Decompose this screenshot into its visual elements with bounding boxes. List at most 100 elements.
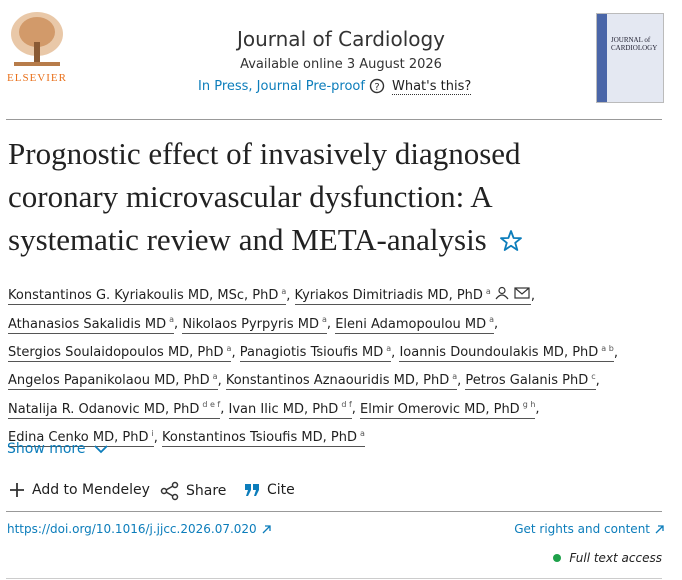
author-name: Nikolaos Pyrpyris MD: [182, 316, 320, 332]
separator: ,: [351, 401, 356, 417]
author-link[interactable]: Eleni Adamopoulou MD a: [335, 315, 495, 334]
affiliation: a: [226, 343, 232, 353]
author-name: Angelos Papanikolaou MD, PhD: [8, 373, 210, 389]
separator: ,: [231, 344, 236, 360]
affiliation: a: [322, 315, 327, 325]
separator: ,: [494, 316, 499, 332]
show-more[interactable]: Show more: [7, 441, 108, 457]
action-label: Share: [186, 483, 227, 499]
separator: ,: [286, 288, 291, 304]
separator: ,: [613, 344, 618, 360]
external-icon: [655, 524, 664, 533]
access-dot: [553, 554, 562, 562]
quote-icon: [245, 484, 259, 496]
title-text: Prognostic effect of invasively diagnose…: [8, 136, 521, 257]
mendeley-button[interactable]: Add to Mendeley: [8, 481, 150, 499]
author-link[interactable]: Konstantinos G. Kyriakoulis MD, MSc, PhD…: [8, 287, 287, 306]
cover-title: JOURNAL of CARDIOLOGY: [611, 36, 658, 52]
author-list: Konstantinos G. Kyriakoulis MD, MSc, PhD…: [8, 280, 678, 450]
article-title: Prognostic effect of invasively diagnose…: [8, 132, 618, 261]
affiliation: a: [485, 287, 491, 296]
rights-text: Get rights and content: [514, 522, 650, 536]
publisher-logo[interactable]: ELSEVIER: [6, 8, 68, 84]
publisher-name: ELSEVIER: [7, 72, 67, 84]
author-name: Elmir Omerovic MD, PhD: [360, 401, 520, 417]
author-name: Ivan Ilic MD, PhD: [228, 401, 339, 417]
help-icon: ?: [369, 78, 385, 94]
author-link[interactable]: Stergios Soulaidopoulos MD, PhD a: [8, 343, 232, 362]
chevron: [93, 445, 108, 454]
separator: ,: [530, 288, 535, 304]
doi-link[interactable]: https://doi.org/10.1016/j.jjcc.2026.07.0…: [7, 522, 271, 536]
author-name: Edina Cenko MD, PhD: [8, 429, 149, 445]
author-link[interactable]: Kyriakos Dimitriadis MD, PhD a: [294, 287, 531, 306]
affiliation: d f: [341, 400, 352, 410]
author-link[interactable]: Konstantinos Aznaouridis MD, PhD a: [225, 371, 458, 391]
author-name: Konstantinos Aznaouridis MD, PhD: [225, 373, 450, 389]
action-label: Cite: [267, 482, 295, 498]
affiliation: a: [281, 287, 287, 296]
status-link[interactable]: In Press, Journal Pre-proof: [198, 79, 365, 94]
author-link[interactable]: Athanasios Sakalidis MD a: [8, 315, 175, 334]
affiliation: c: [591, 371, 596, 381]
affiliation: a: [169, 315, 175, 325]
svg-text:?: ?: [374, 82, 379, 93]
contact-icons: [495, 287, 530, 300]
affiliation: a: [359, 428, 365, 438]
divider: [6, 119, 662, 120]
show-more-text: Show more: [7, 441, 86, 457]
affiliation: g h: [522, 400, 536, 410]
author-name: Stergios Soulaidopoulos MD, PhD: [8, 344, 224, 360]
separator: ,: [595, 373, 600, 389]
author-link[interactable]: Panagiotis Tsioufis MD a: [239, 343, 392, 362]
share-button[interactable]: Share: [160, 481, 226, 501]
separator: ,: [220, 401, 225, 417]
cite-button[interactable]: Cite: [243, 481, 295, 499]
access-text: Full text access: [569, 551, 662, 565]
access-status: Full text access: [553, 551, 662, 565]
author-name: Natalija R. Odanovic MD, PhD: [8, 401, 200, 417]
divider: [6, 511, 662, 512]
divider: [6, 578, 662, 579]
author-link[interactable]: Edina Cenko MD, PhD i: [8, 428, 154, 447]
separator: ,: [391, 344, 396, 360]
author-link[interactable]: Ioannis Doundoulakis MD, PhD a b: [399, 343, 614, 362]
author-name: Konstantinos G. Kyriakoulis MD, MSc, PhD: [8, 288, 279, 304]
star-icon[interactable]: [499, 229, 523, 253]
author-name: Ioannis Doundoulakis MD, PhD: [399, 344, 599, 360]
separator: ,: [174, 316, 179, 332]
affiliation: i: [151, 428, 154, 438]
journal-cover[interactable]: JOURNAL of CARDIOLOGY: [596, 13, 664, 103]
author-link[interactable]: Konstantinos Tsioufis MD, PhD a: [161, 428, 365, 447]
doi-text: https://doi.org/10.1016/j.jjcc.2026.07.0…: [7, 522, 257, 536]
author-link[interactable]: Natalija R. Odanovic MD, PhD d e f: [8, 400, 221, 419]
action-label: Add to Mendeley: [32, 482, 150, 498]
journal-title[interactable]: Journal of Cardiology: [236, 27, 446, 51]
separator: ,: [457, 373, 462, 389]
affiliation: a: [452, 371, 458, 381]
author-name: Athanasios Sakalidis MD: [8, 316, 167, 332]
author-name: Petros Galanis PhD: [465, 373, 589, 389]
author-link[interactable]: Petros Galanis PhD c: [465, 371, 596, 391]
author-link[interactable]: Angelos Papanikolaou MD, PhD a: [8, 371, 218, 391]
share-icon: [160, 481, 179, 501]
author-name: Eleni Adamopoulou MD: [335, 316, 487, 332]
plus-icon: [10, 483, 24, 497]
author-link[interactable]: Elmir Omerovic MD, PhD g h: [360, 400, 536, 419]
separator: ,: [535, 401, 540, 417]
separator: ,: [153, 429, 158, 445]
help-link[interactable]: What's this?: [392, 79, 472, 95]
author-name: Kyriakos Dimitriadis MD, PhD: [294, 288, 483, 304]
author-link[interactable]: Nikolaos Pyrpyris MD a: [182, 315, 327, 334]
affiliation: a b: [601, 343, 614, 353]
affiliation: a: [386, 343, 392, 353]
rights-link[interactable]: Get rights and content: [514, 522, 664, 536]
external-icon: [262, 524, 271, 533]
author-name: Panagiotis Tsioufis MD: [239, 344, 384, 360]
affiliation: a: [212, 371, 218, 381]
affiliation: a: [489, 315, 495, 325]
separator: ,: [326, 316, 332, 332]
author-link[interactable]: Ivan Ilic MD, PhD d f: [228, 400, 352, 419]
logo-tree: [11, 12, 63, 66]
